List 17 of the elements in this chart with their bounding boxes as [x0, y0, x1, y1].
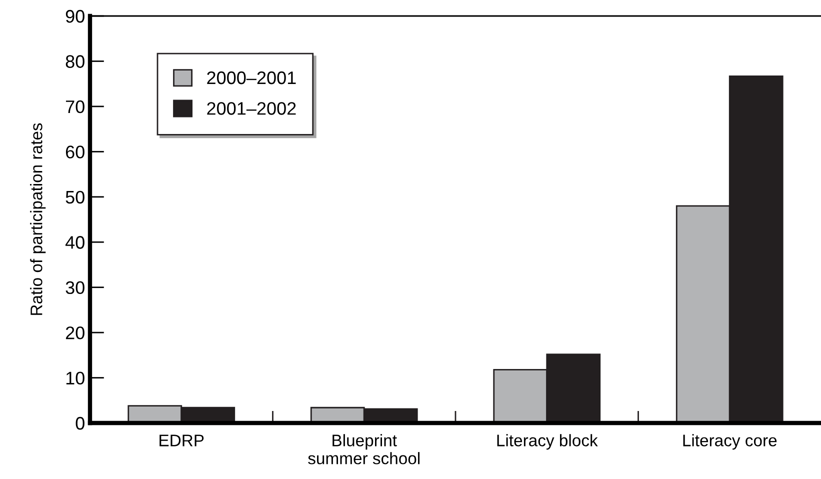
y-tick-label: 0 — [76, 416, 84, 430]
y-tick-label: 80 — [66, 55, 84, 68]
legend-label: 2000–2001 — [207, 71, 296, 84]
legend-label: 2001–2002 — [207, 102, 296, 115]
y-tick-label: 90 — [66, 10, 84, 23]
y-tick-label: 30 — [66, 281, 84, 294]
y-tick-label: 70 — [66, 100, 84, 114]
y-tick-label: 20 — [66, 326, 84, 340]
x-tick-label: Literacy core — [683, 434, 777, 450]
y-tick-label: 40 — [65, 236, 84, 249]
y-tick-label: 50 — [66, 190, 84, 204]
x-tick-label: Blueprint summer school — [308, 434, 420, 464]
y-axis-title: Ratio of participation rates — [30, 123, 46, 315]
x-tick-label: EDRP — [160, 434, 204, 446]
x-tick-label: Literacy block — [497, 434, 598, 450]
y-tick-label: 60 — [66, 146, 84, 158]
y-tick-label: 10 — [66, 372, 84, 384]
